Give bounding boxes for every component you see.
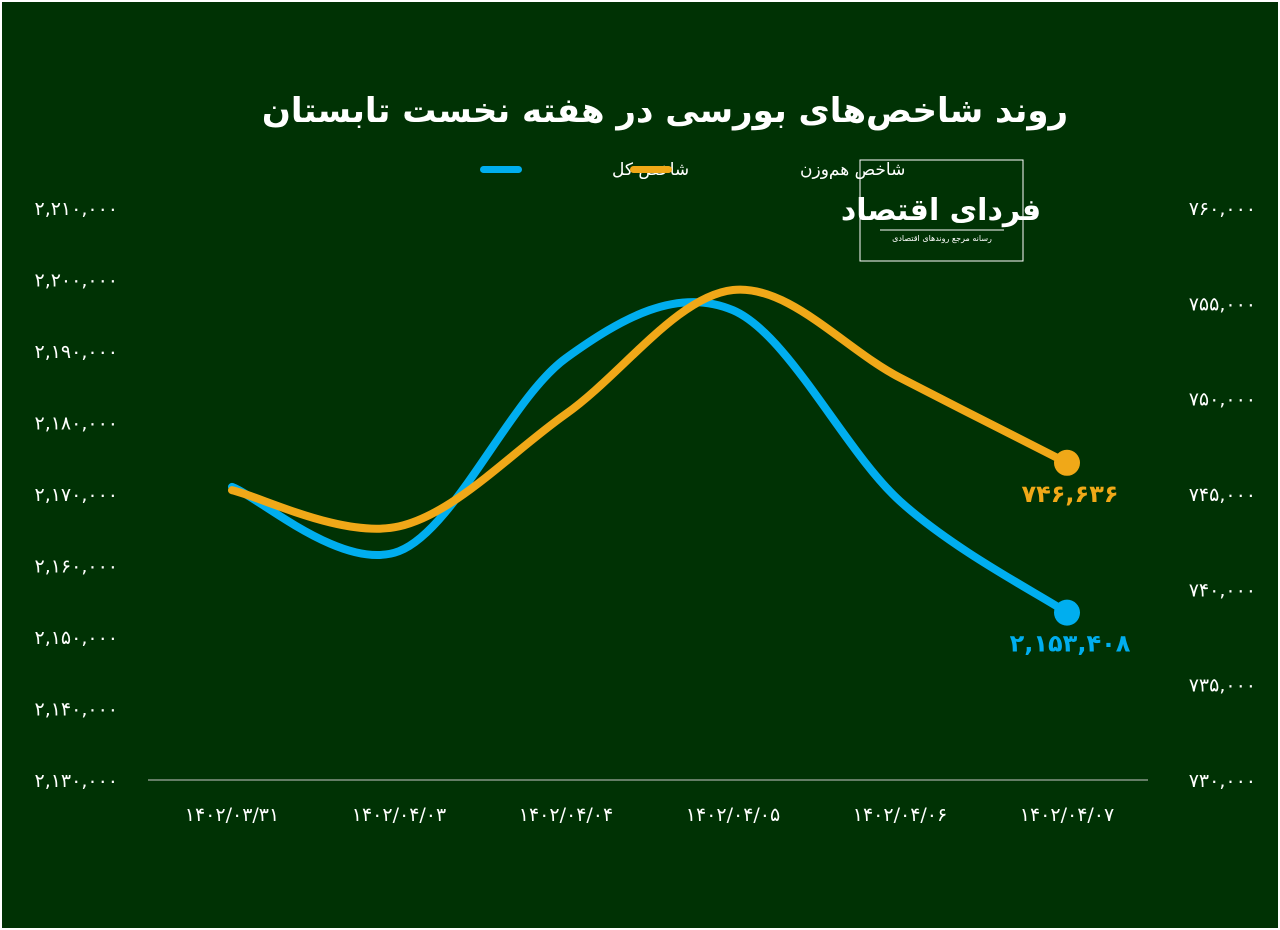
series-equal-weight-index: ۷۴۶,۶۳۶	[228, 285, 1119, 533]
y-left-tick-label: ۲,۱۸۰,۰۰۰	[34, 413, 118, 435]
y-right-tick-label: ۷۵۵,۰۰۰	[1189, 293, 1256, 315]
y-right-tick-label: ۷۴۵,۰۰۰	[1189, 484, 1256, 506]
x-tick-label: ۱۴۰۲/۰۴/۰۷	[1020, 804, 1114, 826]
legend-label-equal-weight: شاخص هم‌وزن	[800, 160, 905, 180]
series-line	[228, 298, 1071, 617]
series-total-index: ۲,۱۵۳,۴۰۸	[228, 298, 1131, 658]
series-end-marker	[1054, 599, 1080, 626]
logo-frame	[859, 159, 1024, 262]
y-axis-right: ۷۳۰,۰۰۰ ۷۳۵,۰۰۰ ۷۴۰,۰۰۰ ۷۴۵,۰۰۰ ۷۵۰,۰۰۰ ۷۵۵,۰…	[1189, 198, 1256, 792]
legend-swatch-total	[480, 166, 522, 173]
x-tick-label: ۱۴۰۲/۰۴/۰۶	[853, 804, 947, 826]
y-right-tick-label: ۷۳۰,۰۰۰	[1189, 770, 1256, 792]
y-right-tick-label: ۷۴۰,۰۰۰	[1189, 579, 1256, 601]
x-tick-label: ۱۴۰۲/۰۴/۰۳	[352, 804, 446, 826]
y-axis-left: ۲,۱۳۰,۰۰۰ ۲,۱۴۰,۰۰۰ ۲,۱۵۰,۰۰۰ ۲,۱۶۰,۰۰۰ ۲,۱۷…	[34, 198, 118, 792]
x-tick-label: ۱۴۰۲/۰۳/۳۱	[185, 804, 279, 826]
logo: فردای اقتصاد رسانه مرجع روندهای اقتصادی	[841, 159, 1041, 262]
series-line	[228, 285, 1071, 533]
series-layer: ۲,۱۵۳,۴۰۸ ۷۴۶,۶۳۶	[228, 285, 1131, 658]
legend-swatch-equal-weight	[630, 166, 672, 173]
series-end-label: ۷۴۶,۶۳۶	[1021, 480, 1118, 508]
y-left-tick-label: ۲,۱۳۰,۰۰۰	[34, 770, 118, 792]
y-left-tick-label: ۲,۱۷۰,۰۰۰	[34, 484, 118, 506]
y-right-tick-label: ۷۳۵,۰۰۰	[1189, 675, 1256, 697]
y-right-tick-label: ۷۵۰,۰۰۰	[1189, 389, 1256, 411]
logo-name: فردای اقتصاد	[841, 193, 1041, 228]
y-left-tick-label: ۲,۲۰۰,۰۰۰	[34, 270, 118, 292]
logo-tagline: رسانه مرجع روندهای اقتصادی	[892, 234, 992, 243]
y-left-tick-label: ۲,۱۴۰,۰۰۰	[34, 699, 118, 721]
x-tick-label: ۱۴۰۲/۰۴/۰۵	[686, 804, 780, 826]
chart-title: روند شاخص‌های بورسی در هفته نخست تابستان	[262, 91, 1068, 131]
y-right-tick-label: ۷۶۰,۰۰۰	[1189, 198, 1256, 220]
series-end-marker	[1054, 449, 1080, 476]
y-left-tick-label: ۲,۱۶۰,۰۰۰	[34, 556, 118, 578]
x-tick-label: ۱۴۰۲/۰۴/۰۴	[519, 804, 613, 826]
y-left-tick-label: ۲,۱۹۰,۰۰۰	[34, 341, 118, 363]
series-end-label: ۲,۱۵۳,۴۰۸	[1010, 630, 1131, 658]
y-left-tick-label: ۲,۲۱۰,۰۰۰	[34, 198, 118, 220]
y-left-tick-label: ۲,۱۵۰,۰۰۰	[34, 627, 118, 649]
x-axis: ۱۴۰۲/۰۳/۳۱ ۱۴۰۲/۰۴/۰۳ ۱۴۰۲/۰۴/۰۴ ۱۴۰۲/۰۴/۰۵…	[185, 804, 1114, 826]
legend: شاخص کل شاخص هم‌وزن	[480, 160, 905, 180]
